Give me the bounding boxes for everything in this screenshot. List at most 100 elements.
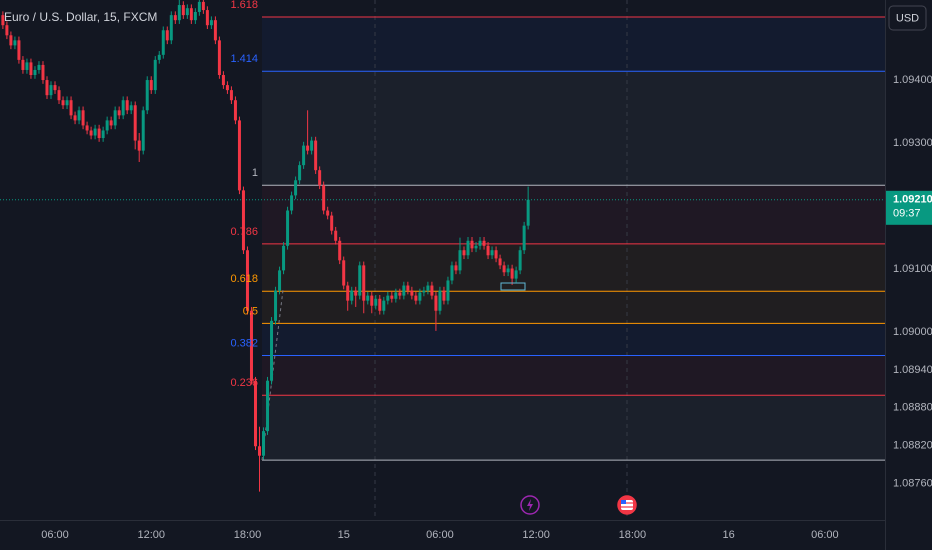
candle-body <box>406 285 410 291</box>
candle-body <box>286 210 290 246</box>
event-icon[interactable] <box>520 495 540 515</box>
candle-body <box>474 245 478 249</box>
candle-body <box>65 100 69 106</box>
candle-body <box>490 250 494 256</box>
candle-body <box>41 64 45 81</box>
candle-body <box>101 130 105 139</box>
candle-body <box>350 290 354 301</box>
candle-body <box>446 280 450 301</box>
event-icon[interactable] <box>617 495 637 515</box>
chart-title: Euro / U.S. Dollar, 15, FXCM <box>4 10 157 24</box>
fib-band <box>262 323 885 356</box>
candle-body <box>274 290 278 321</box>
candle-body <box>294 180 298 196</box>
candle-body <box>213 20 217 41</box>
candle-body <box>173 15 177 21</box>
candle-body <box>225 85 229 91</box>
fib-levels <box>0 16 885 461</box>
axes: 1.09400 1.09300 1.09100 1.09000 1.08940 1.088… <box>41 74 932 541</box>
candle-body <box>81 110 85 126</box>
x-tick-label: 18:00 <box>234 529 262 541</box>
candle-body <box>466 240 470 256</box>
candle-body <box>157 54 161 60</box>
labels: 1.618 1.414 1 0.786 0.618 0.5 0.382 0.236 <box>230 0 258 389</box>
candle-body <box>442 290 446 301</box>
candle-body <box>266 380 270 432</box>
fib-band <box>262 243 885 292</box>
fib-band <box>262 185 885 244</box>
candle-body <box>217 40 221 76</box>
candle-body <box>229 90 233 101</box>
candle-body <box>374 298 378 306</box>
candle-body <box>346 285 350 301</box>
candle-body <box>161 30 165 55</box>
flag-canton <box>621 500 626 504</box>
candle-body <box>430 285 434 296</box>
candle-body <box>121 100 125 116</box>
y-tick-label: 1.09100 <box>893 263 932 275</box>
candle-body <box>478 240 482 246</box>
candle-body <box>169 15 173 41</box>
candle-body <box>262 431 266 456</box>
candle-body <box>109 120 113 126</box>
candle-body <box>133 105 137 141</box>
candle-body <box>241 190 245 251</box>
x-tick-label: 06:00 <box>811 529 839 541</box>
candle-body <box>358 265 362 296</box>
candle-body <box>137 140 141 151</box>
y-tick-label: 1.09000 <box>893 326 932 338</box>
candle-body <box>306 145 310 151</box>
candle-body <box>13 40 17 46</box>
candle-body <box>422 290 426 293</box>
candle-body <box>9 35 13 46</box>
candle-body <box>237 120 241 191</box>
candle-body <box>125 100 129 111</box>
candle-body <box>278 270 282 291</box>
candle-body <box>105 120 109 131</box>
candle-body <box>354 290 358 296</box>
candle-body <box>33 69 37 76</box>
candle-body <box>526 199 530 226</box>
candle-body <box>366 295 370 301</box>
candle-body <box>245 250 249 311</box>
candle-body <box>378 298 382 311</box>
candle-body <box>177 5 181 21</box>
candle-body <box>89 130 93 136</box>
x-tick-label: 16 <box>723 529 735 541</box>
candle-body <box>29 62 33 76</box>
candle-body <box>149 80 153 91</box>
drawing-box <box>500 282 526 291</box>
candle-body <box>302 145 306 166</box>
candle-body <box>394 292 398 299</box>
candle-body <box>1 15 5 26</box>
fib-bands <box>262 17 885 461</box>
candle-body <box>193 11 197 21</box>
candle-body <box>17 40 21 60</box>
candle-body <box>270 320 274 381</box>
candle-body <box>73 115 77 121</box>
fib-band <box>262 71 885 186</box>
y-tick-label: 1.08760 <box>893 477 932 489</box>
candle-body <box>382 300 386 311</box>
fib-level-label: 0.382 <box>230 337 258 349</box>
candle-body <box>402 285 406 296</box>
candle-body <box>45 80 49 96</box>
candle-body <box>258 446 262 456</box>
candle-body <box>454 265 458 271</box>
candle-body <box>129 105 133 111</box>
fib-level-label: 0.786 <box>230 226 258 238</box>
candle-body <box>141 110 145 151</box>
x-tick-label: 12:00 <box>137 529 165 541</box>
candle-body <box>506 268 510 273</box>
candle-body <box>113 110 117 126</box>
candle-body <box>185 8 189 16</box>
candle-body <box>153 59 157 91</box>
currency-label[interactable]: USD <box>896 12 919 24</box>
y-tick-label: 1.08820 <box>893 440 932 452</box>
candle-body <box>85 125 89 131</box>
candle-body <box>342 260 346 286</box>
candle-body <box>181 5 185 16</box>
candle-body <box>522 225 526 251</box>
currency-button[interactable] <box>888 5 927 31</box>
